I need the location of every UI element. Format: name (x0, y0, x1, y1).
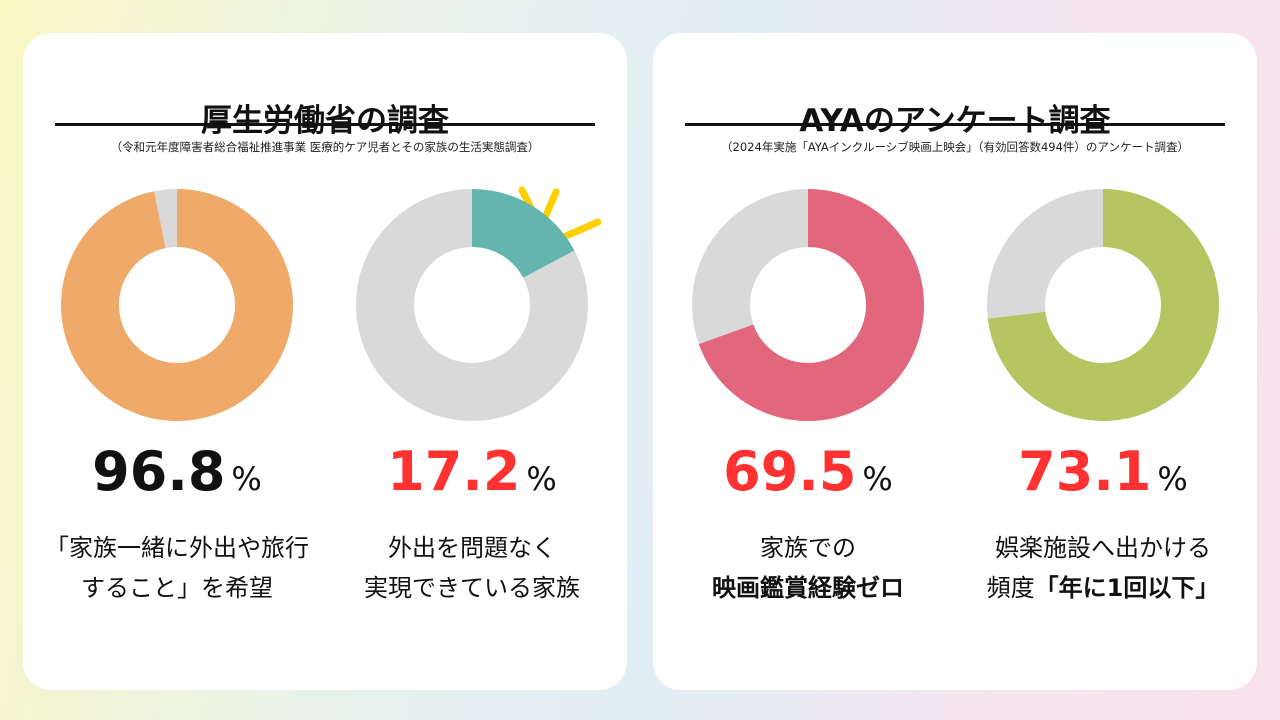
percentage-label: 69.5% (663, 440, 953, 503)
caption-line: 家族での (760, 534, 856, 562)
caption-line: 頻度 (986, 574, 1035, 602)
caption-line: 「家族一緒に外出や旅行 (45, 534, 309, 562)
donut-slice-value (987, 189, 1219, 421)
percent-unit: % (1157, 460, 1188, 498)
divider (685, 123, 1225, 126)
card-title: AYAのアンケート調査 (799, 103, 1111, 139)
chart-caption: 外出を問題なく 実現できている家族 (327, 528, 617, 608)
card-subtitle: （2024年実施「AYAインクルーシブ映画上映会」（有効回答数494件）のアンケ… (721, 140, 1189, 154)
donut-chart (356, 189, 588, 421)
percent-unit: % (862, 460, 893, 498)
chart-caption: 娯楽施設へ出かける頻度「年に1回以下」 (958, 528, 1248, 608)
caption-line: 映画鑑賞経験ゼロ (712, 574, 904, 602)
percent-unit: % (231, 460, 262, 498)
caption-line: すること」を希望 (81, 574, 273, 602)
percentage-value: 17.2 (387, 440, 521, 503)
caption-line: 「年に1回以下」 (1034, 574, 1220, 602)
donut-chart (987, 189, 1219, 421)
percentage-value: 73.1 (1018, 440, 1152, 503)
donut-chart (61, 189, 293, 421)
donut-slice-value (692, 189, 924, 421)
caption-line: 娯楽施設へ出かける (995, 534, 1211, 562)
percentage-label: 96.8% (32, 440, 322, 503)
chart-caption: 「家族一緒に外出や旅行 すること」を希望 (32, 528, 322, 608)
card-title: 厚生労働省の調査 (201, 103, 449, 139)
percentage-label: 73.1% (958, 440, 1248, 503)
chart-caption: 家族での映画鑑賞経験ゼロ (663, 528, 953, 608)
donut-slice-value (61, 189, 293, 421)
percentage-value: 69.5 (723, 440, 857, 503)
donut-slice-value (356, 189, 588, 421)
caption-line: 外出を問題なく (388, 534, 556, 562)
percentage-label: 17.2% (327, 440, 617, 503)
card-subtitle: （令和元年度障害者総合福祉推進事業 医療的ケア児者とその家族の生活実態調査） (110, 140, 540, 154)
donut-chart (692, 189, 924, 421)
percentage-value: 96.8 (92, 440, 226, 503)
divider (55, 123, 595, 126)
caption-line: 実現できている家族 (364, 574, 580, 602)
percent-unit: % (526, 460, 557, 498)
